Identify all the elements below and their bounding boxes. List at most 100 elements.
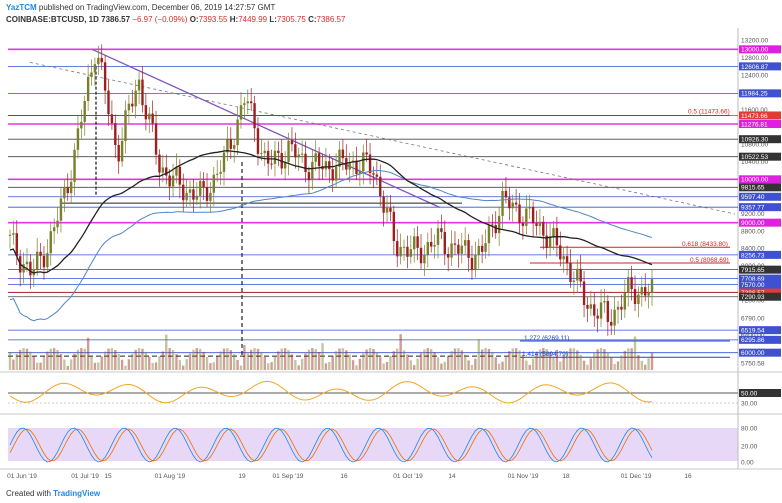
volume-bar [321,343,324,370]
ohlc-line: COINBASE:BTCUSD, 1D 7386.57 −6.97 (−0.09… [6,15,345,24]
low-label: L: [269,15,277,24]
volume-bar [633,336,637,370]
volume-bar [144,351,148,370]
candle-body [202,181,205,187]
volume-bar [368,348,372,370]
volume-bar [372,348,375,370]
candle-body [63,186,66,199]
candle-body [52,227,56,232]
candle-body [175,166,178,176]
volume-bar [188,353,192,370]
candle-body [453,243,457,245]
volume-bar [18,349,22,370]
candle-body [487,224,491,244]
rsi-line [9,380,653,404]
price-tag-label: 13000.00 [741,47,768,54]
candle-body [263,150,266,154]
y-axis-label: 9200.00 [741,211,765,218]
tradingview-logo[interactable]: TradingView [53,489,101,498]
candle-body [246,101,249,104]
volume-bar [358,358,362,370]
volume-bar [603,349,606,370]
descending-trendline [91,48,441,209]
volume-bar [209,363,212,370]
volume-bar [158,356,161,370]
volume-bar [137,348,141,370]
x-tick-label: 01 Sep '19 [273,473,304,480]
volume-bar [426,348,430,370]
price-tag-label: 9815.65 [741,185,765,192]
candle-body [433,244,436,247]
price-tag [739,348,781,357]
candle-body [436,228,440,245]
volume-bar [243,345,246,370]
volume-bar [294,360,297,370]
candle-body [154,123,158,155]
dashed-trendline [29,61,736,215]
volume-bar [253,348,256,370]
candle-body [640,287,644,295]
volume-bar [56,349,59,370]
symbol-label: COINBASE:BTCUSD, 1D [6,15,99,24]
volume-bar [263,356,266,370]
y-axis-label: 7200.00 [741,298,765,305]
volume-bar [178,359,182,370]
volume-bar [450,351,453,370]
price-tag-label: 9000.00 [741,220,765,227]
candle-body [307,172,311,181]
volume-bar [97,362,100,370]
candle-body [300,153,304,155]
candle-body [633,289,637,305]
candle-body [222,152,226,172]
volume-bar [8,352,12,370]
candle-body [593,304,596,316]
volume-bar [501,361,504,370]
price-tag [739,274,781,283]
candle-body [338,149,341,167]
volume-bar [521,354,525,370]
x-tick-label: 01 Aug '19 [155,473,186,480]
price-tag [739,152,781,161]
volume-bar [389,355,392,370]
volume-bar [640,360,644,370]
candle-body [484,243,487,252]
candle-body [538,221,542,227]
candle-body [131,103,134,107]
volume-bars [8,334,654,370]
price-tag [739,45,781,54]
volume-bar [239,365,243,370]
candle-body [29,261,32,276]
candle-body [188,189,192,193]
publisher-name[interactable]: YazTCM [6,3,37,12]
volume-bar [497,363,501,370]
volume-bar [589,358,593,370]
candle-body [226,139,229,153]
candle-body [569,263,572,282]
volume-bar [440,363,443,370]
volume-bar [154,362,158,370]
volume-bar [385,361,389,370]
open-value: 7393.55 [198,15,228,24]
volume-bar [59,353,63,370]
candle-body [389,207,392,212]
candle-body [497,215,501,234]
candle-body [548,236,552,248]
candle-body [375,174,379,177]
volume-bar [127,359,131,370]
candle-body [501,190,504,216]
price-tag [739,175,781,184]
candle-body [518,204,521,224]
volume-bar [249,349,253,370]
candle-body [508,197,511,209]
volume-bar [232,354,236,370]
candle-body [80,121,83,129]
volume-bar [134,349,137,370]
volume-bar [409,360,413,370]
volume-bar [131,353,134,370]
candle-body [362,152,365,172]
candle-body [219,171,222,174]
candle-body [620,306,623,310]
volume-bar [124,365,127,370]
volume-bar [355,365,358,370]
